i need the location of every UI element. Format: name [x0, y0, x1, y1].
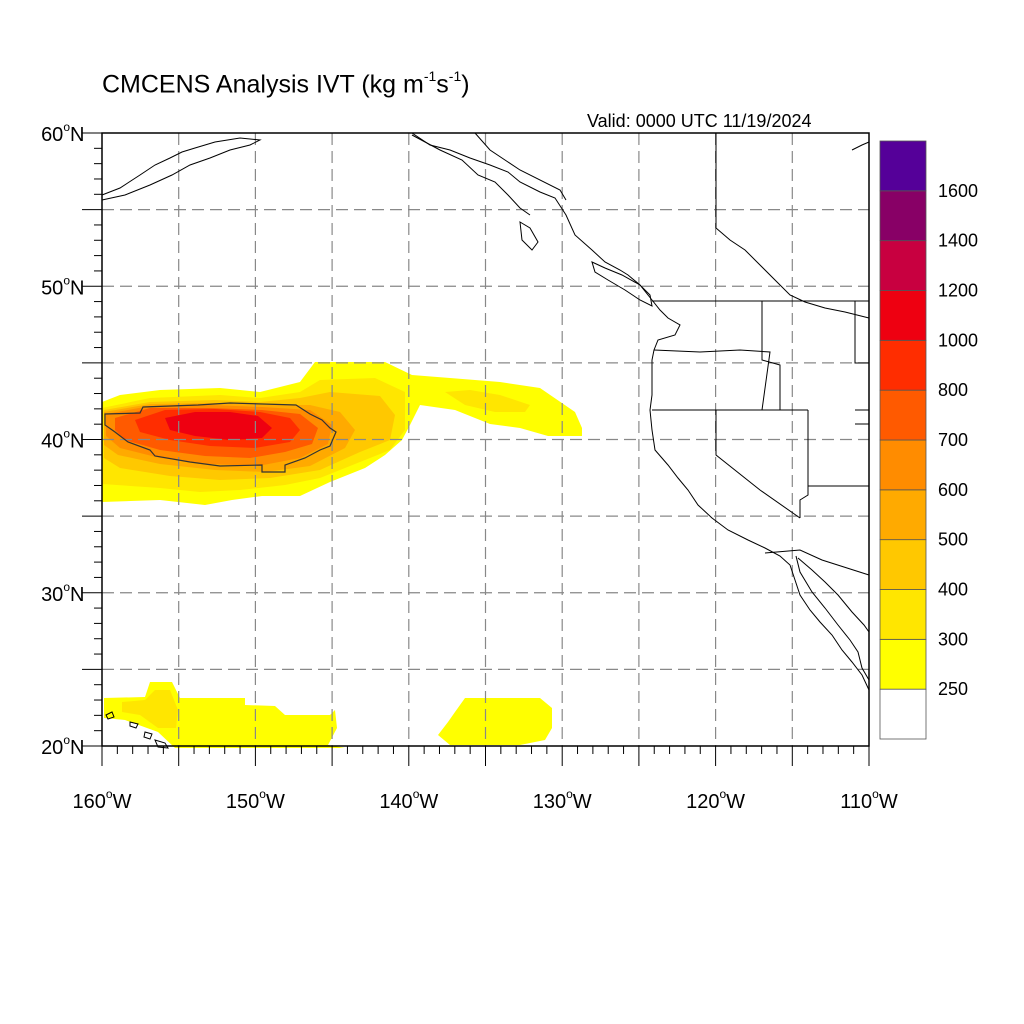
ca-nv-border	[715, 410, 801, 519]
lat-hemisphere: N	[70, 584, 84, 606]
us-mexico-border	[764, 549, 870, 576]
colorbar-swatch	[879, 589, 927, 640]
hudson-coast	[715, 227, 870, 319]
lat-label: 20o	[41, 733, 70, 759]
ivt-contour-line	[104, 402, 337, 473]
colorbar-swatch	[879, 439, 927, 491]
coastlines	[101, 132, 870, 749]
hawaii-islands	[105, 711, 169, 749]
lon-label: 160oW	[73, 787, 132, 813]
ivt-300-region-south-west	[122, 690, 178, 728]
colorbar-label: 250	[938, 679, 968, 699]
colorbar-label: 1600	[938, 181, 978, 201]
ivt-1000-region	[165, 412, 272, 440]
colorbar-label: 700	[938, 430, 968, 450]
lon-label: 130oW	[533, 787, 592, 813]
alaska-panhandle	[411, 134, 531, 216]
longitude-labels: 160oW 150oW 140oW 130oW 120oW 110oW	[73, 787, 898, 813]
colorbar-label: 800	[938, 380, 968, 400]
nv-ut-az-border	[799, 410, 809, 518]
colorbar-label: 400	[938, 580, 968, 600]
lat-label: 60o	[41, 120, 70, 146]
lat-label: 50o	[41, 273, 70, 299]
ivt-250-region-south-mid	[438, 698, 552, 745]
mt-wy-border	[854, 301, 869, 425]
colorbar-label: 600	[938, 480, 968, 500]
baja-coastline	[795, 555, 870, 681]
colorbar-swatch	[879, 240, 927, 291]
map-title: CMCENS Analysis IVT (kg m-1s-1)	[102, 68, 470, 99]
lon-label: 150oW	[226, 787, 285, 813]
colorbar	[879, 140, 927, 740]
political-borders	[474, 132, 870, 576]
lat-label: 40o	[41, 427, 70, 453]
colorbar-label: 300	[938, 629, 968, 649]
lat-hemisphere: N	[70, 431, 84, 453]
lat-hemisphere: N	[70, 124, 84, 146]
axis-ticks	[82, 132, 870, 766]
colorbar-swatch	[879, 489, 927, 541]
colorbar-label: 1400	[938, 231, 978, 251]
gulf-california-coastline	[797, 557, 870, 633]
lat-lon-grid	[102, 133, 869, 746]
lon-label: 110oW	[840, 787, 898, 813]
ivt-shading	[102, 362, 582, 748]
colorbar-swatch	[879, 539, 927, 590]
colorbar-label: 1000	[938, 330, 978, 350]
colorbar-swatch	[879, 339, 927, 391]
colorbar-swatch	[879, 140, 927, 192]
colorbar-labels: 250 300 400 500 600 700 800 1000 1200 1400 1600	[938, 181, 978, 699]
ne-corner-coast	[851, 141, 870, 151]
lon-label: 140oW	[379, 787, 438, 813]
colorbar-label: 500	[938, 530, 968, 550]
lat-label: 30o	[41, 580, 70, 606]
alaska-coast	[101, 137, 262, 201]
id-border	[761, 301, 781, 410]
lat-hemisphere: N	[70, 277, 84, 299]
valid-time-label: Valid: 0000 UTC 11/19/2024	[587, 111, 812, 131]
colorbar-swatch	[879, 389, 927, 441]
colorbar-swatch	[879, 688, 927, 740]
colorbar-swatch	[879, 190, 927, 242]
lon-label: 120oW	[686, 787, 745, 813]
haida-gwaii	[519, 221, 539, 251]
colorbar-swatch	[879, 290, 927, 341]
wa-or-border	[653, 349, 771, 411]
colorbar-label: 1200	[938, 281, 978, 301]
canada-province-border	[474, 132, 567, 201]
west-coast-coastline	[411, 132, 870, 691]
vancouver-island	[591, 261, 653, 307]
colorbar-swatch	[879, 638, 927, 690]
lat-hemisphere: N	[70, 737, 84, 759]
